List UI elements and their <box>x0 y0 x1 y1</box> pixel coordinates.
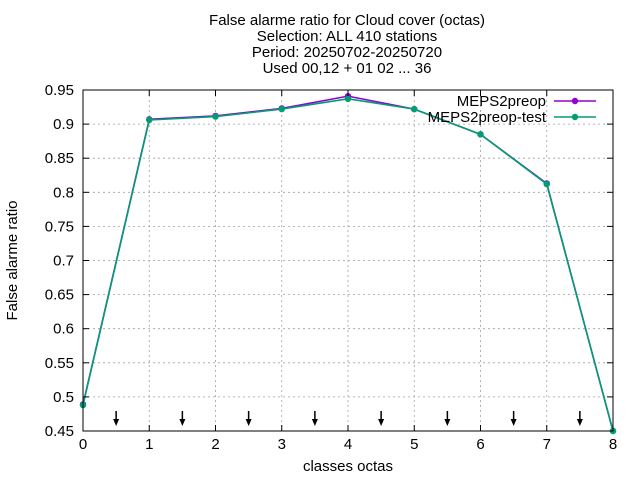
arrow-marker <box>311 411 318 426</box>
x-tick-labels: 0 1 2 3 4 5 6 7 8 <box>79 436 617 453</box>
y-tick-label: 0.95 <box>45 82 74 99</box>
y-axis-label: False alarme ratio <box>4 200 21 320</box>
series-0 <box>79 92 617 435</box>
title-line: False alarme ratio for Cloud cover (octa… <box>209 12 485 29</box>
y-tick-label: 0.85 <box>45 150 74 167</box>
axis-ticks <box>82 89 614 432</box>
data-point <box>212 113 219 120</box>
title-line: Selection: ALL 410 stations <box>257 28 437 45</box>
data-point <box>543 180 550 188</box>
x-tick-label: 1 <box>145 436 153 453</box>
y-tick-label: 0.65 <box>45 287 74 304</box>
arrow-marker <box>510 411 517 426</box>
x-tick-label: 6 <box>476 436 484 453</box>
arrow-marker <box>245 411 252 426</box>
data-point <box>477 131 484 138</box>
x-tick-label: 5 <box>410 436 418 453</box>
series-group <box>79 92 617 435</box>
y-tick-label: 0.75 <box>45 218 74 235</box>
legend-marker <box>571 97 579 105</box>
legend-marker <box>571 113 579 121</box>
arrow-marker <box>179 411 186 426</box>
y-tick-label: 0.9 <box>53 116 74 133</box>
y-tick-labels: 0.45 0.5 0.55 0.6 0.65 0.7 0.75 0.8 0.85 0.9 0.95 <box>45 82 74 440</box>
x-tick-label: 3 <box>278 436 286 453</box>
data-point <box>146 116 153 124</box>
y-tick-label: 0.7 <box>53 253 74 270</box>
y-tick-label: 0.6 <box>53 321 74 338</box>
x-tick-label: 2 <box>211 436 219 453</box>
x-axis-label: classes octas <box>303 458 393 475</box>
arrow-marker <box>444 411 451 426</box>
x-tick-label: 0 <box>79 436 87 453</box>
x-tick-label: 7 <box>543 436 551 453</box>
title-line: Period: 20250702-20250720 <box>252 44 442 61</box>
chart-title: False alarme ratio for Cloud cover (octa… <box>209 12 485 77</box>
arrow-marker <box>113 411 120 426</box>
arrow-marker <box>576 411 583 426</box>
data-point <box>411 105 418 113</box>
y-tick-label: 0.45 <box>45 423 74 440</box>
data-point <box>344 95 352 103</box>
x-tick-label: 8 <box>609 436 617 453</box>
y-tick-label: 0.55 <box>45 355 74 372</box>
legend-label: MEPS2preop-test <box>428 109 547 126</box>
x-tick-label: 4 <box>344 436 352 453</box>
arrow-markers <box>113 411 583 426</box>
arrow-marker <box>378 411 385 426</box>
y-tick-label: 0.5 <box>53 389 74 406</box>
series-1 <box>79 95 617 435</box>
data-point <box>278 105 285 113</box>
legend-label: MEPS2preop <box>457 93 546 110</box>
legend-entry: MEPS2preop <box>457 93 596 110</box>
legend-entry: MEPS2preop-test <box>428 109 596 126</box>
grid <box>83 90 613 431</box>
title-line: Used 00,12 + 01 02 ... 36 <box>263 60 432 77</box>
y-tick-label: 0.8 <box>53 184 74 201</box>
